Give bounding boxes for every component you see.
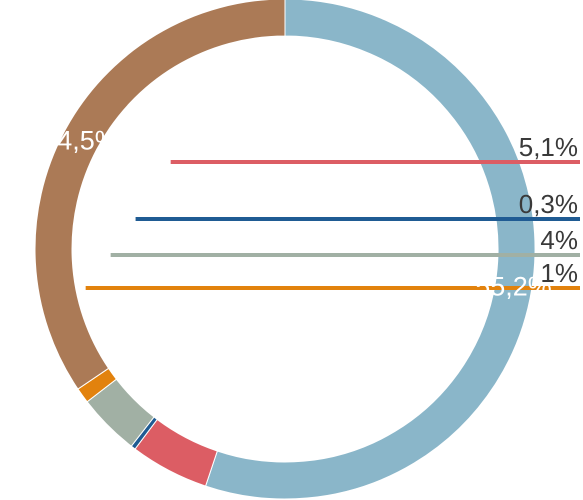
donut-slice <box>34 0 286 390</box>
donut-slice <box>204 0 536 500</box>
slice-label: 1% <box>540 258 578 288</box>
donut-slices <box>34 0 536 500</box>
slice-label: 0,3% <box>519 189 578 219</box>
callout-lines <box>85 160 580 290</box>
slice-labels: 55,2% 5,1% 0,3% 4%1% 34,5% <box>42 125 578 301</box>
slice-label: 4% <box>540 225 578 255</box>
slice-label: 34,5% <box>42 125 119 155</box>
slice-label: 5,1% <box>519 132 578 162</box>
slice-label: 55,2% <box>475 271 552 301</box>
